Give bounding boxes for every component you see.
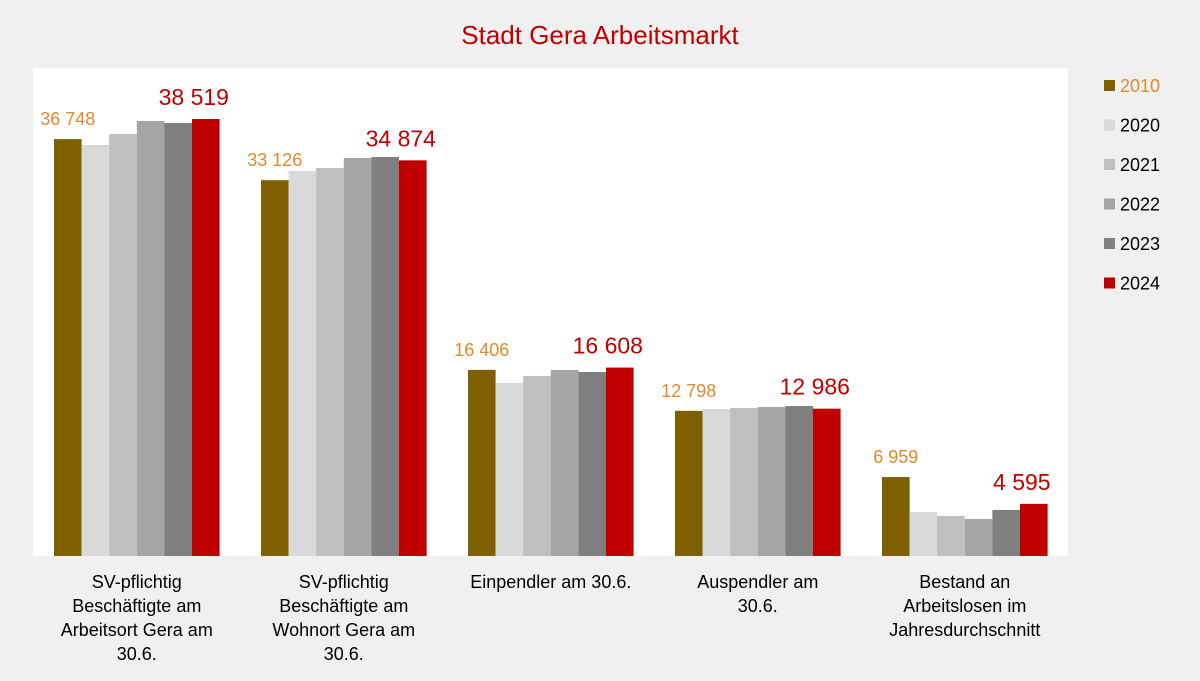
legend-swatch-2021 xyxy=(1104,159,1115,170)
bar-2020-4 xyxy=(909,511,938,556)
bar-2010-4 xyxy=(882,477,910,556)
legend-label-2024: 2024 xyxy=(1120,274,1160,294)
category-label-2: Einpendler am 30.6. xyxy=(470,572,631,592)
bar-2024-3 xyxy=(813,408,841,556)
category-label-1: SV-pflichtig Beschäftigte am Wohnort Gera … xyxy=(272,572,415,664)
data-label-2024-3: 12 986 xyxy=(780,374,850,400)
bar-2021-2 xyxy=(523,375,551,556)
bar-2024-1 xyxy=(399,160,427,556)
bar-2010-3 xyxy=(675,410,703,556)
bar-2010-0 xyxy=(54,139,82,556)
bar-2024-2 xyxy=(606,367,634,556)
legend-label-2022: 2022 xyxy=(1120,195,1160,215)
data-label-2010-4: 6 959 xyxy=(873,447,918,467)
data-label-2010-2: 16 406 xyxy=(454,340,509,360)
legend-label-2023: 2023 xyxy=(1120,234,1160,254)
bar-2020-2 xyxy=(495,382,524,556)
bar-2021-1 xyxy=(316,167,344,556)
legend-swatch-2023 xyxy=(1104,238,1115,249)
data-label-2024-2: 16 608 xyxy=(573,333,643,359)
bar-2024-0 xyxy=(192,119,220,556)
bar-2020-0 xyxy=(81,144,110,557)
category-label-0: SV-pflichtig Beschäftigte am Arbeitsort Ge… xyxy=(61,572,213,664)
bar-2023-3 xyxy=(785,406,813,556)
legend-label-2021: 2021 xyxy=(1120,155,1160,175)
data-label-2010-3: 12 798 xyxy=(661,381,716,401)
data-label-2024-0: 38 519 xyxy=(159,84,229,110)
data-label-2010-1: 33 126 xyxy=(247,150,302,170)
bar-2023-0 xyxy=(164,122,192,557)
bar-2023-2 xyxy=(578,371,606,556)
bar-2024-4 xyxy=(1020,503,1048,556)
legend-label-2010: 2010 xyxy=(1120,76,1160,96)
bar-2010-2 xyxy=(468,369,496,556)
bar-2010-1 xyxy=(261,180,289,557)
category-label-3: Auspendler am 30.6. xyxy=(697,572,818,616)
category-label-4: Bestand an Arbeitslosen im Jahresdurchschn… xyxy=(889,572,1040,640)
bar-2021-4 xyxy=(937,515,965,556)
bar-2022-4 xyxy=(964,519,993,556)
bar-2020-3 xyxy=(702,408,731,556)
bar-2021-3 xyxy=(730,407,758,556)
data-label-2024-1: 34 874 xyxy=(366,125,437,151)
chart-title: Stadt Gera Arbeitsmarkt xyxy=(461,20,739,50)
data-label-2024-4: 4 595 xyxy=(993,469,1051,495)
bar-2022-2 xyxy=(550,369,579,556)
bar-2022-1 xyxy=(343,158,372,556)
legend-swatch-2010 xyxy=(1104,80,1115,91)
bar-2020-1 xyxy=(288,170,317,557)
bar-2021-0 xyxy=(109,133,137,557)
legend-label-2020: 2020 xyxy=(1120,116,1160,136)
bar-2023-1 xyxy=(371,156,399,556)
legend-swatch-2024 xyxy=(1104,277,1115,289)
legend-swatch-2020 xyxy=(1104,119,1115,131)
bar-2023-4 xyxy=(992,509,1020,556)
legend-swatch-2022 xyxy=(1104,198,1115,210)
data-label-2010-0: 36 748 xyxy=(40,109,95,129)
bar-2022-0 xyxy=(136,120,165,557)
bar-2022-3 xyxy=(757,407,786,556)
